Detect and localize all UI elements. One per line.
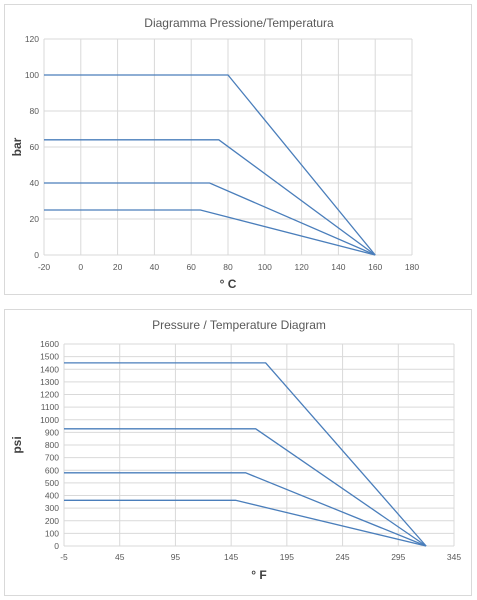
y-tick-label: 0 [54,541,59,551]
series-line-2 [64,428,427,547]
series-line-4 [44,209,376,256]
chart-svg-celsius: Diagramma Pressione/Temperatura 0 20 40 60 80… [10,16,419,291]
chart-svg-fahrenheit: Pressure / Temperature Diagram 0 100 200 300… [10,318,461,582]
y-tick-label: 1000 [40,415,59,425]
y-tick-label: 800 [45,440,59,450]
y-tick-label: 60 [30,142,40,152]
y-axis-label: bar [10,137,24,156]
y-tick-label: 100 [45,528,59,538]
x-tick-label: 140 [331,262,345,272]
x-axis-label: ° F [251,568,266,582]
x-tick-label: 60 [186,262,196,272]
y-tick-label: 80 [30,106,40,116]
x-tick-label: -5 [60,552,68,562]
x-tick-label: 20 [113,262,123,272]
series-line-4 [64,499,427,547]
y-tick-label: 40 [30,178,40,188]
y-tick-label: 1400 [40,364,59,374]
x-tick-label: 295 [391,552,405,562]
y-tick-label: 20 [30,214,40,224]
x-tick-label: 145 [224,552,238,562]
y-tick-label: 1100 [41,402,60,412]
x-tick-label: 160 [368,262,382,272]
x-tick-label: 120 [295,262,309,272]
x-tick-label: 245 [335,552,349,562]
x-tick-label: 45 [115,552,125,562]
y-axis-label: psi [10,436,24,453]
chart-pressure-temperature-fahrenheit: Pressure / Temperature Diagram 0 100 200 300… [4,309,472,596]
series-line-2 [44,139,376,256]
y-tick-label: 120 [25,34,39,44]
y-tick-label: 900 [45,427,59,437]
series-line-1 [64,362,427,547]
y-tick-label: 100 [25,70,39,80]
y-tick-label: 1200 [40,390,59,400]
chart-title: Pressure / Temperature Diagram [152,318,326,332]
x-tick-label: 0 [78,262,83,272]
y-tick-label: 1600 [40,339,59,349]
y-tick-label: 200 [45,516,59,526]
y-tick-label: 1500 [40,352,59,362]
x-tick-label: 95 [171,552,181,562]
chart-title: Diagramma Pressione/Temperatura [144,16,334,30]
y-tick-label: 1300 [40,377,59,387]
x-tick-label: 40 [150,262,160,272]
x-tick-label: 195 [280,552,294,562]
series-line-3 [44,182,376,256]
y-tick-label: 400 [45,491,59,501]
series-line-1 [44,74,376,256]
x-tick-label: 345 [447,552,461,562]
x-tick-label: 100 [258,262,272,272]
y-tick-label: 500 [45,478,59,488]
y-tick-label: 600 [45,465,59,475]
y-tick-label: 0 [34,250,39,260]
x-tick-label: 80 [223,262,233,272]
x-axis-label: ° C [220,277,237,291]
series-line-3 [64,472,427,547]
chart-pressure-temperature-celsius: Diagramma Pressione/Temperatura 0 20 40 60 80… [4,4,472,295]
x-tick-label: -20 [38,262,51,272]
y-tick-label: 300 [45,503,59,513]
y-tick-label: 700 [45,453,59,463]
x-tick-label: 180 [405,262,419,272]
